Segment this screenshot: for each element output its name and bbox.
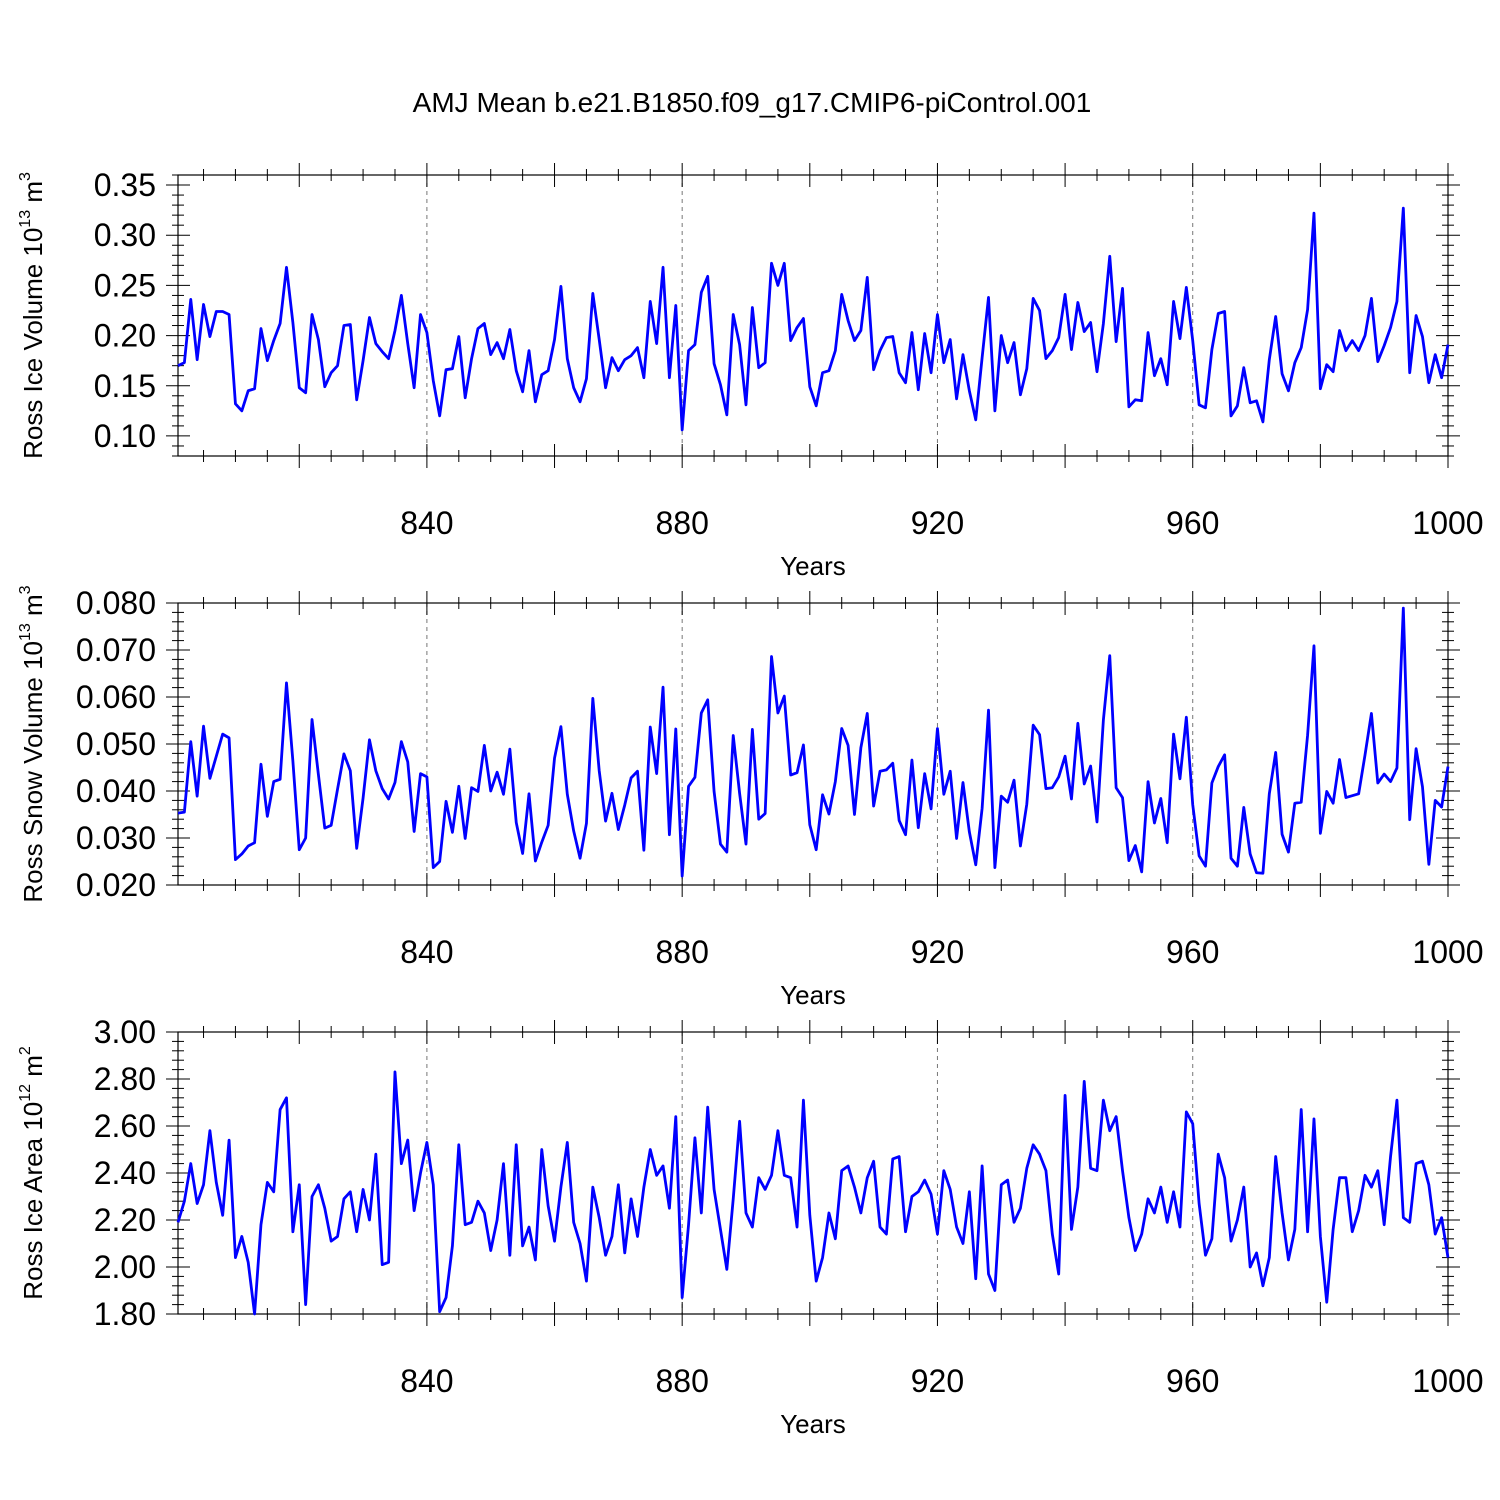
x-tick-label: 960 <box>1166 505 1219 541</box>
plot-frame <box>177 602 1449 886</box>
figure-title: AMJ Mean b.e21.B1850.f09_g17.CMIP6-piCon… <box>413 87 1092 118</box>
x-tick-label: 880 <box>655 505 708 541</box>
y-tick-label: 0.30 <box>94 217 156 253</box>
y-axis-label: Ross Snow Volume 1013 m3 <box>17 585 48 902</box>
series-line <box>177 206 1450 432</box>
x-tick-label: 920 <box>911 934 964 970</box>
y-tick-label: 0.10 <box>94 418 156 454</box>
y-tick-label: 0.020 <box>76 867 156 903</box>
chart-panel-3: 1.80 2.00 2.20 2.40 2.60 2.80 3.00 840 880 920 960… <box>17 1014 1484 1439</box>
y-tick-label: 0.25 <box>94 267 156 303</box>
x-tick-label: 840 <box>400 505 453 541</box>
y-axis-label: Ross Ice Area 1012 m2 <box>17 1046 48 1300</box>
x-axis-label: Years <box>780 1409 846 1439</box>
series-line <box>177 606 1450 878</box>
series-line <box>176 1070 1450 1316</box>
x-tick-label: 840 <box>400 934 453 970</box>
x-tick-label: 880 <box>655 1363 708 1399</box>
x-tick-label: 1000 <box>1412 505 1483 541</box>
x-tick-label: 960 <box>1166 934 1219 970</box>
plot-frame <box>177 1031 1449 1315</box>
y-tick-label: 1.80 <box>94 1296 156 1332</box>
y-tick-label: 3.00 <box>94 1014 156 1050</box>
y-tick-label: 0.040 <box>76 773 156 809</box>
y-tick-label: 2.20 <box>94 1202 156 1238</box>
x-tick-label: 920 <box>911 505 964 541</box>
y-tick-label: 0.15 <box>94 368 156 404</box>
y-tick-label: 0.20 <box>94 318 156 354</box>
y-tick-label: 0.030 <box>76 820 156 856</box>
y-tick-label: 2.60 <box>94 1108 156 1144</box>
chart-panel-1: 0.10 0.15 0.20 0.25 0.30 0.35 840 880 920 960 1000… <box>17 163 1484 581</box>
x-tick-label: 1000 <box>1412 934 1483 970</box>
x-tick-label: 840 <box>400 1363 453 1399</box>
y-tick-label: 0.050 <box>76 726 156 762</box>
y-tick-label: 0.070 <box>76 632 156 668</box>
x-tick-label: 880 <box>655 934 708 970</box>
plot-frame <box>177 174 1449 457</box>
x-tick-label: 960 <box>1166 1363 1219 1399</box>
y-tick-label: 0.35 <box>94 167 156 203</box>
y-tick-label: 0.080 <box>76 585 156 621</box>
x-axis-label: Years <box>780 980 846 1010</box>
x-tick-label: 920 <box>911 1363 964 1399</box>
x-tick-label: 1000 <box>1412 1363 1483 1399</box>
y-tick-label: 2.00 <box>94 1249 156 1285</box>
y-tick-label: 0.060 <box>76 679 156 715</box>
chart-panel-2: 0.020 0.030 0.040 0.050 0.060 0.070 0.080 840 88… <box>17 585 1484 1010</box>
y-tick-label: 2.80 <box>94 1061 156 1097</box>
y-axis-label: Ross Ice Volume 1013 m3 <box>17 172 48 459</box>
x-axis-label: Years <box>780 551 846 581</box>
y-tick-label: 2.40 <box>94 1155 156 1191</box>
